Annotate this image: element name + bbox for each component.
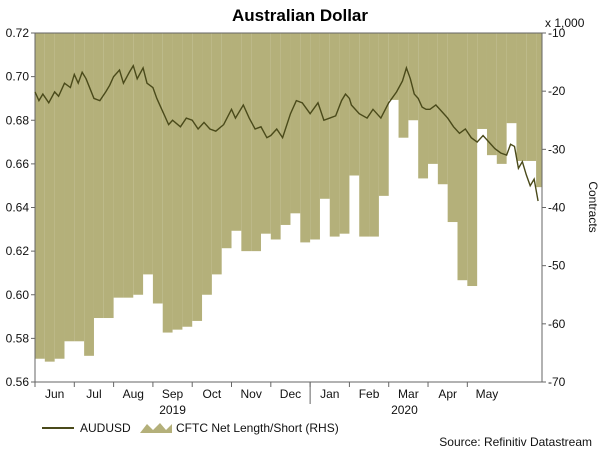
left-tick-label-1: 0.58 xyxy=(6,331,30,345)
cftc-bar-16 xyxy=(192,33,203,321)
x-tick-label-4: Oct xyxy=(203,387,222,401)
right-axis-multiplier: x 1,000 xyxy=(545,16,585,30)
cftc-bar-15 xyxy=(182,33,193,327)
cftc-bar-27 xyxy=(300,33,311,243)
cftc-bar-0 xyxy=(35,33,45,359)
cftc-bar-32 xyxy=(349,33,360,176)
cftc-bar-6 xyxy=(93,33,104,319)
cftc-bar-43 xyxy=(457,33,468,281)
line-layer xyxy=(34,64,539,202)
cftc-bar-5 xyxy=(84,33,94,356)
x-tick-label-10: Apr xyxy=(438,387,457,401)
cftc-bar-30 xyxy=(329,33,340,237)
cftc-bar-7 xyxy=(103,33,114,319)
left-tick-label-6: 0.68 xyxy=(6,113,30,127)
cftc-bar-33 xyxy=(359,33,370,237)
right-tick-label-3: -40 xyxy=(548,201,566,215)
x-axis: Jun Jul Aug Sep Oct Nov Dec Jan Feb Mar Apr May 2019… xyxy=(34,382,499,417)
legend-label-audusd: AUDUSD xyxy=(80,421,131,435)
cftc-bar-46 xyxy=(486,33,497,156)
right-axis-label: Contracts xyxy=(586,181,600,232)
cftc-bar-35 xyxy=(378,33,389,196)
right-tick-label-6: -10 xyxy=(548,26,566,40)
cftc-bar-23 xyxy=(260,33,271,234)
cftc-bar-26 xyxy=(290,33,301,214)
x-year-label-1: 2020 xyxy=(391,403,418,417)
right-tick-label-4: -30 xyxy=(548,142,566,156)
cftc-bar-2 xyxy=(54,33,65,359)
cftc-bar-28 xyxy=(310,33,320,240)
legend: AUDUSD CFTC Net Length/Short (RHS) xyxy=(42,421,339,435)
cftc-bar-21 xyxy=(241,33,252,252)
cftc-bar-38 xyxy=(408,33,419,121)
cftc-bar-13 xyxy=(162,33,173,333)
left-tick-label-7: 0.70 xyxy=(6,70,30,84)
left-tick-label-5: 0.66 xyxy=(6,157,30,171)
x-tick-label-3: Sep xyxy=(162,387,184,401)
source-note: Source: Refinitiv Datastream xyxy=(439,435,592,449)
right-tick-label-5: -20 xyxy=(548,84,566,98)
cftc-bar-41 xyxy=(437,33,448,185)
x-tick-label-2: Aug xyxy=(123,387,144,401)
audusd-line xyxy=(34,64,539,202)
cftc-bar-50 xyxy=(526,33,537,161)
right-tick-label-1: -60 xyxy=(548,317,566,331)
cftc-bar-10 xyxy=(133,33,144,295)
left-tick-label-4: 0.64 xyxy=(6,201,30,215)
cftc-bar-29 xyxy=(319,33,330,199)
cftc-bar-44 xyxy=(467,33,478,287)
cftc-bar-42 xyxy=(447,33,458,223)
cftc-bar-34 xyxy=(369,33,379,237)
cftc-bar-4 xyxy=(74,33,85,342)
cftc-bar-47 xyxy=(496,33,507,164)
cftc-bar-40 xyxy=(428,33,438,164)
x-tick-label-0: Jun xyxy=(45,387,64,401)
x-tick-label-7: Jan xyxy=(320,387,339,401)
x-tick-label-11: May xyxy=(476,387,499,401)
x-tick-label-5: Nov xyxy=(240,387,261,401)
x-tick-label-6: Dec xyxy=(280,387,301,401)
x-tick-label-1: Jul xyxy=(86,387,101,401)
left-tick-label-8: 0.72 xyxy=(6,26,30,40)
cftc-bar-9 xyxy=(123,33,134,298)
cftc-bar-24 xyxy=(270,33,281,240)
left-tick-label-0: 0.56 xyxy=(6,375,30,389)
x-tick-label-8: Feb xyxy=(359,387,380,401)
cftc-bar-1 xyxy=(44,33,55,362)
cftc-bar-20 xyxy=(231,33,242,231)
legend-swatch-cftc xyxy=(140,423,172,433)
cftc-bar-8 xyxy=(113,33,124,298)
x-tick-label-9: Mar xyxy=(398,387,419,401)
cftc-bar-48 xyxy=(506,33,517,124)
cftc-bar-19 xyxy=(221,33,232,249)
cftc-bar-51 xyxy=(536,33,542,188)
cftc-bar-14 xyxy=(172,33,183,330)
x-year-label-0: 2019 xyxy=(159,403,186,417)
cftc-bar-31 xyxy=(339,33,350,234)
left-tick-label-3: 0.62 xyxy=(6,244,30,258)
cftc-bar-49 xyxy=(516,33,527,161)
left-tick-label-2: 0.60 xyxy=(6,288,30,302)
cftc-bar-11 xyxy=(143,33,153,275)
cftc-bar-3 xyxy=(64,33,75,342)
cftc-bar-12 xyxy=(152,33,163,304)
left-axis: 0.56 0.58 0.60 0.62 0.64 0.66 0.68 0.70 0.72 xyxy=(6,26,35,389)
cftc-bar-22 xyxy=(251,33,261,252)
chart-title: Australian Dollar xyxy=(232,6,368,25)
legend-label-cftc: CFTC Net Length/Short (RHS) xyxy=(176,421,339,435)
cftc-bar-37 xyxy=(398,33,409,138)
cftc-bar-17 xyxy=(202,33,212,295)
cftc-bar-18 xyxy=(211,33,222,275)
cftc-bar-39 xyxy=(418,33,429,179)
cftc-bar-36 xyxy=(388,33,399,100)
right-tick-label-0: -70 xyxy=(548,375,566,389)
right-tick-label-2: -50 xyxy=(548,259,566,273)
cftc-bar-45 xyxy=(477,33,487,129)
right-axis: -70 -60 -50 -40 -30 -20 -10 xyxy=(542,26,566,389)
